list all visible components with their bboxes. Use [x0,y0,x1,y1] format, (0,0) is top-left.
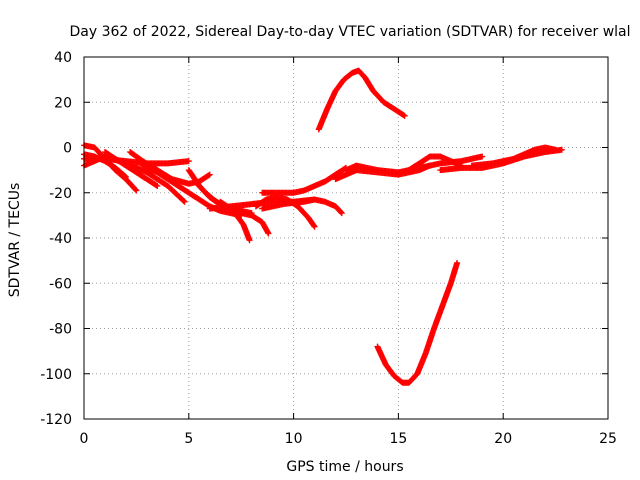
data-series-arc-14 [259,189,297,196]
data-point [479,153,486,160]
x-tick-label: 20 [494,431,512,447]
y-tick-label: -120 [40,412,72,428]
data-series-arc-5 [101,149,161,189]
chart-title: Day 362 of 2022, Sidereal Day-to-day VTE… [69,24,630,40]
data-series-arc-13 [259,196,345,217]
data-point [122,173,129,180]
x-tick-label: 10 [285,431,303,447]
data-point [122,173,129,180]
data-series-arc-16 [315,67,408,133]
x-axis-label: GPS time / hours [286,459,403,475]
data-point [133,187,140,194]
y-tick-label: -60 [49,276,72,292]
data-point [180,198,187,205]
data-layer [81,67,565,386]
data-series-arc-19 [374,259,461,386]
data-point [552,146,559,153]
x-tick-label: 0 [80,431,89,447]
data-point [154,182,161,189]
y-tick-label: 20 [54,95,72,111]
data-point [454,259,461,266]
x-tick-label: 15 [389,431,407,447]
x-tick-label: 5 [184,431,193,447]
data-point [401,112,408,119]
data-point [132,186,139,193]
data-point [185,158,192,165]
data-series-arc-15 [290,164,349,196]
data-point [311,223,318,230]
data-point [338,209,345,216]
tick-layer: -120 -100 -80 -60 -40 -20 0 20 40 0 5 10 15 20 25 [40,50,617,447]
data-point [246,237,253,244]
y-axis-label: SDTVAR / TECUs [7,183,23,298]
y-tick-label: -100 [40,367,72,383]
data-point [558,146,565,153]
grid-layer [84,57,608,419]
plot-frame [83,56,609,420]
data-point [206,171,213,178]
data-series-arc-22 [468,144,559,169]
data-point [181,198,188,205]
y-tick-label: 0 [63,141,72,157]
y-tick-label: -80 [49,322,72,338]
data-point [265,230,272,237]
y-tick-label: 40 [54,50,72,66]
data-point [338,210,345,217]
y-tick-label: -40 [49,231,72,247]
y-tick-label: -20 [49,186,72,202]
x-tick-label: 25 [599,431,617,447]
